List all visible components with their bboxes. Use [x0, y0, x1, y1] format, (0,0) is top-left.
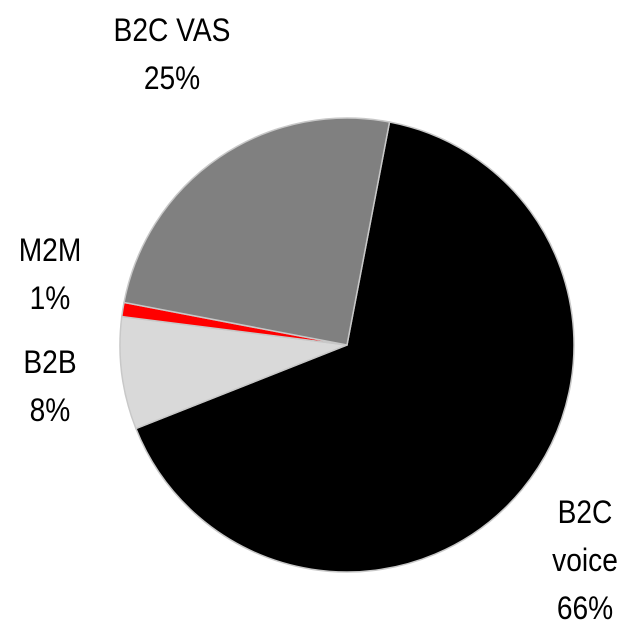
slice-label: B2C VAS	[113, 12, 231, 48]
pie-slice	[134, 121, 575, 573]
slice-label: B2B	[23, 344, 77, 380]
pie-slice	[119, 315, 348, 430]
value-label: 8%	[29, 392, 71, 428]
pie-slice	[123, 117, 391, 346]
value-label: 25%	[143, 60, 201, 96]
slice-label: B2C voice	[552, 494, 618, 578]
slice-label: M2M	[18, 232, 82, 268]
value-label: 66%	[556, 590, 614, 626]
value-label: 1%	[29, 280, 71, 316]
